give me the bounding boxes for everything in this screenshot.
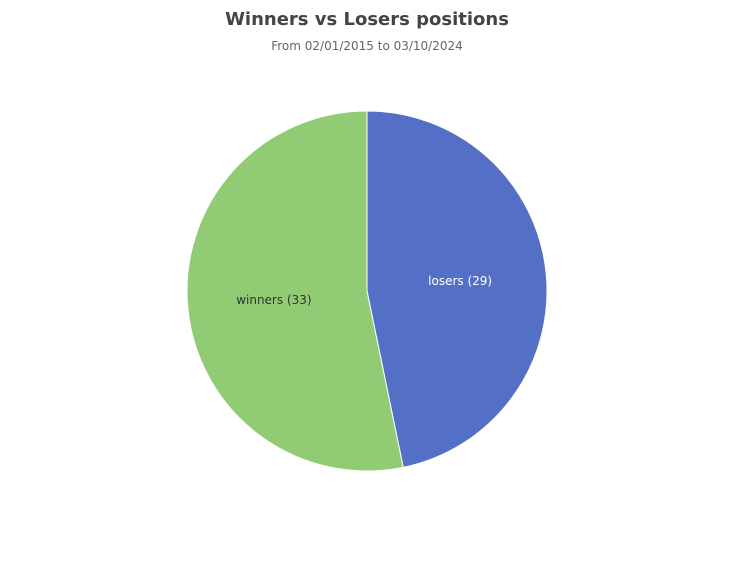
pie-slice-winners[interactable]	[186, 110, 404, 472]
pie-slice-losers[interactable]	[366, 110, 548, 468]
pie-label-losers: losers (29)	[428, 274, 492, 288]
chart-subtitle: From 02/01/2015 to 03/10/2024	[271, 39, 463, 53]
chart-title: Winners vs Losers positions	[225, 9, 509, 30]
pie-label-winners: winners (33)	[236, 293, 311, 307]
